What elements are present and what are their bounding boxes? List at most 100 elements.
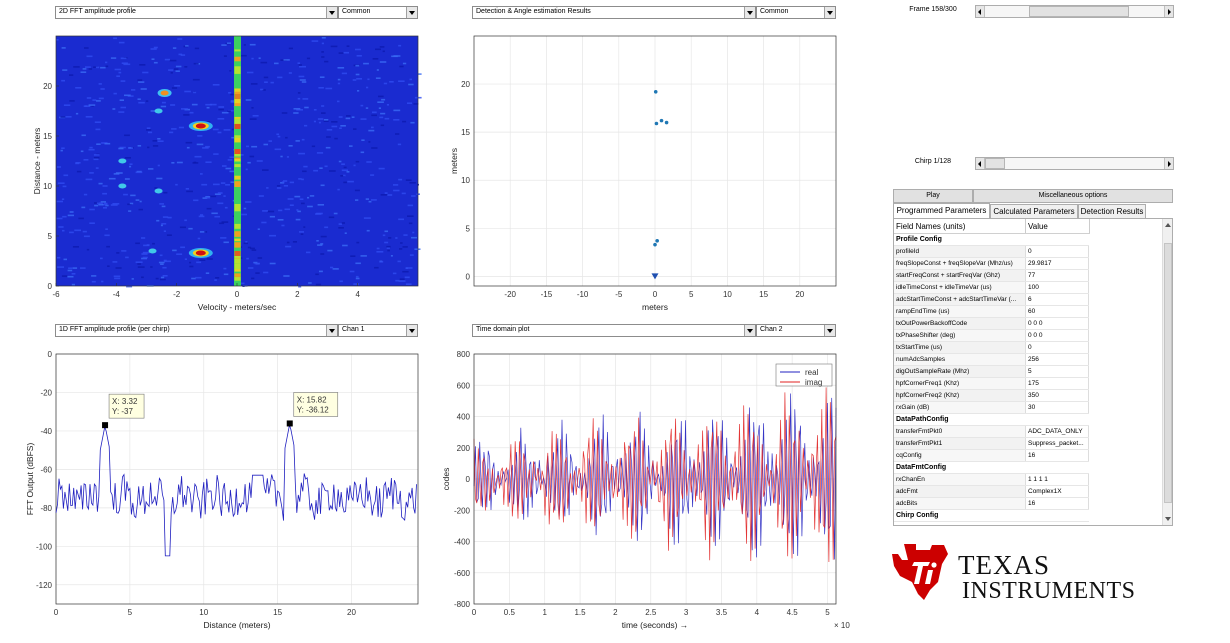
- table-section-row[interactable]: Chirp Config: [894, 509, 1089, 522]
- table-section-row[interactable]: DataPathConfig: [894, 413, 1089, 426]
- noise-cell: [292, 241, 297, 243]
- noise-cell: [355, 275, 359, 278]
- noise-cell: [403, 234, 408, 236]
- table-row[interactable]: idleTimeConst + idleTimeVar (us) 100: [894, 281, 1089, 294]
- table-row[interactable]: txPhaseShifter (deg) 0 0 0: [894, 329, 1089, 342]
- table-row[interactable]: startFreqConst + startFreqVar (Ghz) 77: [894, 269, 1089, 282]
- noise-cell: [280, 155, 283, 158]
- frame-slider-thumb[interactable]: [1029, 6, 1130, 17]
- noise-cell: [230, 181, 237, 183]
- noise-cell: [240, 282, 245, 285]
- table-row[interactable]: transferFmtPkt1 Suppress_packet...: [894, 437, 1089, 450]
- noise-cell: [333, 212, 338, 215]
- table-section-row[interactable]: Profile Config: [894, 234, 1089, 246]
- noise-cell: [350, 255, 356, 257]
- noise-cell: [276, 133, 280, 136]
- table-row[interactable]: txStartTime (us) 0: [894, 341, 1089, 354]
- table-row[interactable]: numAdcSamples 256: [894, 353, 1089, 366]
- tab-programmed-parameters[interactable]: Programmed Parameters: [893, 203, 990, 218]
- y-tick-label: -20: [40, 388, 52, 397]
- chevron-down-icon[interactable]: [406, 7, 417, 18]
- noise-cell: [81, 134, 86, 137]
- chan-select-bottom-left[interactable]: Chan 1: [338, 324, 418, 337]
- table-row[interactable]: freqSlopeConst + freqSlopeVar (Mhz/us) 29…: [894, 257, 1089, 270]
- chevron-left-icon[interactable]: [976, 6, 985, 17]
- table-row[interactable]: adcBits 16: [894, 497, 1089, 510]
- plot-select-top-mid[interactable]: Detection & Angle estimation Results: [472, 6, 756, 19]
- noise-cell: [60, 149, 63, 152]
- plot-select-top-left[interactable]: 2D FFT amplitude profile: [55, 6, 338, 19]
- table-cell-value: Suppress_packet...: [1025, 437, 1089, 450]
- noise-cell: [243, 242, 248, 245]
- table-row[interactable]: profileId 0: [894, 245, 1089, 258]
- chevron-down-icon[interactable]: [744, 325, 755, 336]
- noise-cell: [344, 232, 347, 234]
- zero-velocity-cell: [234, 223, 241, 229]
- table-row[interactable]: cqConfig 16: [894, 449, 1089, 462]
- chevron-down-icon[interactable]: [824, 325, 835, 336]
- noise-cell: [378, 167, 385, 170]
- noise-cell: [118, 41, 125, 44]
- table-row[interactable]: hpfCornerFreq2 (Khz) 350: [894, 389, 1089, 402]
- table-cell-name: transferFmtPkt1: [894, 437, 1026, 450]
- noise-cell: [342, 244, 348, 247]
- chan-select-bottom-mid[interactable]: Chan 2: [756, 324, 836, 337]
- scroll-down-icon[interactable]: [1165, 517, 1171, 521]
- chevron-right-icon[interactable]: [1164, 6, 1173, 17]
- table-row[interactable]: adcStartTimeConst + adcStartTimeVar (...…: [894, 293, 1089, 306]
- params-scrollbar[interactable]: [1162, 219, 1172, 525]
- noise-cell: [371, 147, 378, 149]
- noise-cell: [355, 64, 360, 67]
- misc-options-button[interactable]: Miscellaneous options: [973, 189, 1173, 203]
- plot-select-bottom-left[interactable]: 1D FFT amplitude profile (per chirp): [55, 324, 338, 337]
- table-row[interactable]: digOutSampleRate (Mhz) 5: [894, 365, 1089, 378]
- table-row[interactable]: transferFmtPkt0 ADC_DATA_ONLY: [894, 425, 1089, 438]
- chirp-slider-thumb[interactable]: [985, 158, 1006, 169]
- frame-slider[interactable]: [975, 5, 1174, 18]
- scale-select-top-mid[interactable]: Common: [756, 6, 836, 19]
- noise-cell: [199, 231, 206, 233]
- noise-cell: [384, 230, 388, 233]
- noise-cell: [263, 76, 269, 79]
- noise-cell: [228, 92, 232, 94]
- table-row[interactable]: adcFmt Complex1X: [894, 485, 1089, 498]
- datatip-box: [108, 393, 145, 419]
- chevron-down-icon[interactable]: [824, 7, 835, 18]
- chevron-down-icon[interactable]: [326, 325, 337, 336]
- noise-cell: [160, 263, 164, 265]
- y-tick-label: 10: [461, 176, 470, 185]
- chirp-slider[interactable]: [975, 157, 1174, 170]
- scrollbar-thumb[interactable]: [1164, 243, 1172, 503]
- noise-cell: [386, 194, 393, 196]
- noise-cell: [375, 48, 381, 51]
- y-tick-label: 200: [457, 444, 471, 453]
- table-section-row[interactable]: DataFmtConfig: [894, 461, 1089, 474]
- scale-select-top-left[interactable]: Common: [338, 6, 418, 19]
- noise-cell: [135, 199, 140, 201]
- noise-cell: [246, 257, 249, 260]
- chevron-right-icon[interactable]: [1164, 158, 1173, 169]
- chevron-down-icon[interactable]: [326, 7, 337, 18]
- table-row[interactable]: rxChanEn 1 1 1 1: [894, 473, 1089, 486]
- tab-calculated-parameters[interactable]: Calculated Parameters: [990, 204, 1078, 218]
- zero-velocity-cell: [234, 175, 241, 180]
- noise-cell: [214, 279, 217, 281]
- noise-cell: [307, 205, 313, 208]
- play-button[interactable]: Play: [893, 189, 973, 203]
- plot-select-bottom-mid[interactable]: Time domain plot: [472, 324, 756, 337]
- chevron-down-icon[interactable]: [744, 7, 755, 18]
- noise-cell: [75, 112, 79, 115]
- noise-cell: [214, 193, 221, 195]
- noise-cell: [321, 51, 324, 53]
- noise-cell: [404, 276, 410, 279]
- chevron-left-icon[interactable]: [976, 158, 985, 169]
- table-row[interactable]: hpfCornerFreq1 (Khz) 175: [894, 377, 1089, 390]
- tab-detection-results[interactable]: Detection Results: [1078, 204, 1146, 218]
- table-row[interactable]: txOutPowerBackoffCode 0 0 0: [894, 317, 1089, 330]
- noise-cell: [217, 118, 225, 120]
- table-row[interactable]: rxGain (dB) 30: [894, 401, 1089, 414]
- scroll-up-icon[interactable]: [1165, 223, 1171, 227]
- table-row[interactable]: rampEndTime (us) 60: [894, 305, 1089, 318]
- noise-cell: [128, 210, 132, 212]
- chevron-down-icon[interactable]: [406, 325, 417, 336]
